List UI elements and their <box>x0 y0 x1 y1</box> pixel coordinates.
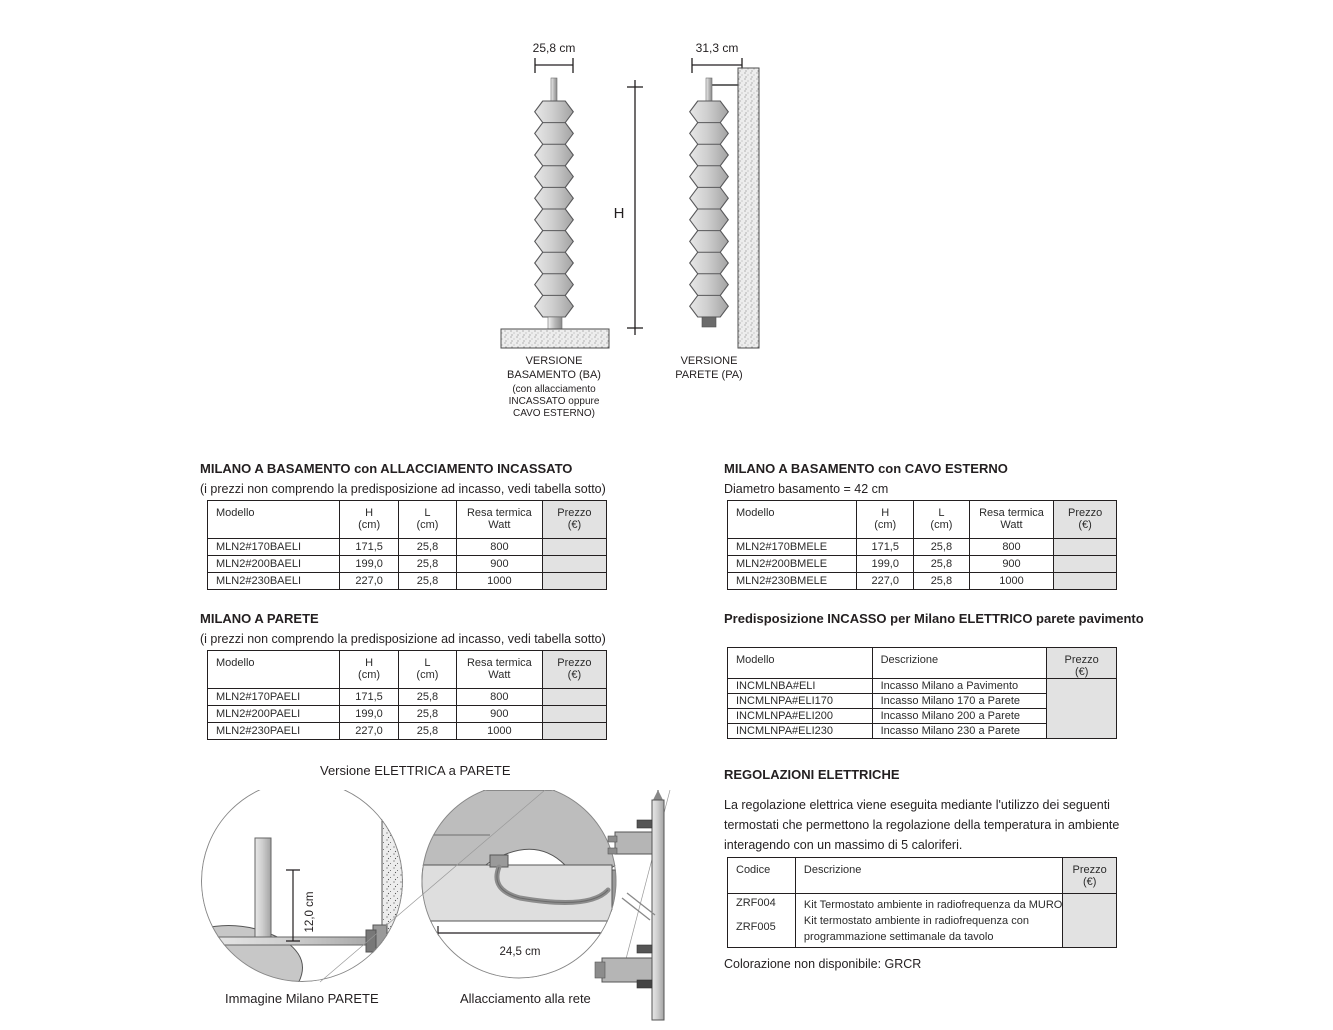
svg-text:CAVO ESTERNO): CAVO ESTERNO) <box>513 408 595 419</box>
svg-text:(con allacciamento: (con allacciamento <box>512 384 596 395</box>
svg-text:VERSIONE: VERSIONE <box>681 355 738 367</box>
svg-text:31,3 cm: 31,3 cm <box>696 41 739 55</box>
svg-text:12,0 cm: 12,0 cm <box>304 892 316 933</box>
svg-text:BASAMENTO (BA): BASAMENTO (BA) <box>507 369 601 381</box>
svg-text:PARETE (PA): PARETE (PA) <box>675 369 742 381</box>
svg-text:INCASSATO oppure: INCASSATO oppure <box>509 396 600 407</box>
svg-text:H: H <box>614 205 625 222</box>
svg-text:24,5 cm: 24,5 cm <box>500 946 541 958</box>
svg-text:VERSIONE: VERSIONE <box>526 355 583 367</box>
svg-text:25,8 cm: 25,8 cm <box>533 41 576 55</box>
